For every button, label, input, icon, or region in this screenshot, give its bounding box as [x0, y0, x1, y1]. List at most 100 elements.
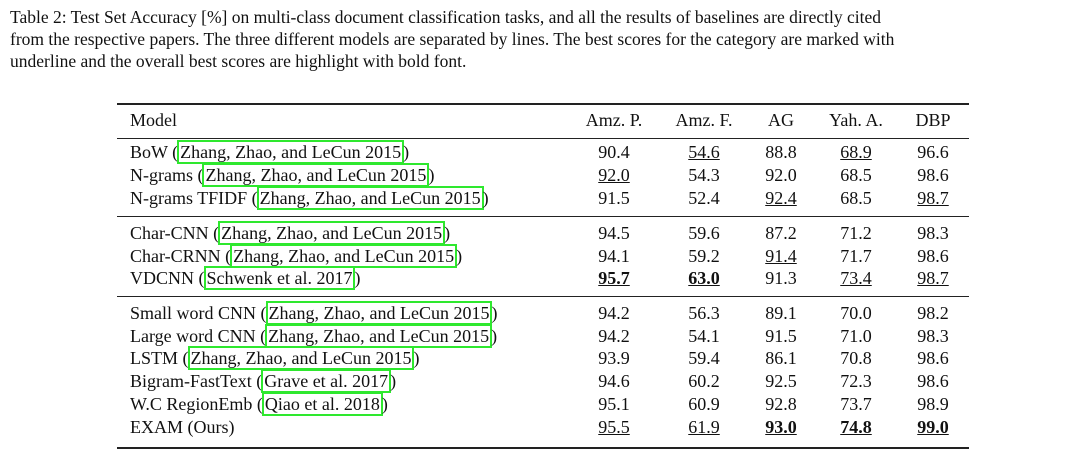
score: 70.8 — [840, 348, 872, 368]
score-cell: 74.8 — [816, 416, 896, 438]
score-cell: 98.6 — [893, 370, 973, 392]
score: 99.0 — [917, 417, 949, 437]
score: 71.7 — [840, 246, 872, 266]
score: 68.9 — [840, 142, 872, 162]
score-cell: 99.0 — [893, 416, 973, 438]
model-name: Small word CNN (Zhang, Zhao, and LeCun 2… — [130, 301, 498, 325]
score-cell: 92.4 — [741, 187, 821, 209]
score-cell: 87.2 — [741, 222, 821, 244]
caption-line: Table 2: Test Set Accuracy [%] on multi-… — [10, 7, 881, 27]
model-suffix: ) — [390, 371, 397, 391]
score-cell: 70.0 — [816, 302, 896, 324]
score-cell: 68.5 — [816, 187, 896, 209]
citation: Zhang, Zhao, and LeCun 2015 — [202, 163, 430, 187]
score: 89.1 — [765, 303, 797, 323]
score-cell: 71.0 — [816, 325, 896, 347]
score-cell: 98.9 — [893, 393, 973, 415]
model-name: Char-CNN (Zhang, Zhao, and LeCun 2015) — [130, 221, 450, 245]
citation: Zhang, Zhao, and LeCun 2015 — [230, 244, 458, 268]
table-rule — [117, 447, 969, 449]
model-name: Bigram-FastText (Grave et al. 2017) — [130, 369, 397, 393]
score-cell: 63.0 — [664, 267, 744, 289]
score: 73.4 — [840, 268, 872, 288]
score-cell: 86.1 — [741, 347, 821, 369]
citation: Zhang, Zhao, and LeCun 2015 — [265, 324, 493, 348]
score: 98.6 — [917, 165, 949, 185]
model-label: N-grams ( — [130, 165, 204, 185]
score: 60.9 — [688, 394, 720, 414]
score: 91.5 — [765, 326, 797, 346]
citation: Zhang, Zhao, and LeCun 2015 — [218, 221, 446, 245]
citation: Qiao et al. 2018 — [261, 392, 383, 416]
score-cell: 98.2 — [893, 302, 973, 324]
score-cell: 94.2 — [574, 302, 654, 324]
model-label: BoW ( — [130, 142, 179, 162]
header-cell: Amz. P. — [585, 110, 643, 130]
score-cell: 94.5 — [574, 222, 654, 244]
score: 70.0 — [840, 303, 872, 323]
model-suffix: ) — [413, 348, 420, 368]
score: 92.4 — [765, 188, 797, 208]
score: 92.8 — [765, 394, 797, 414]
score: 72.3 — [840, 371, 872, 391]
model-name: EXAM (Ours) — [130, 416, 234, 438]
model-label: LSTM ( — [130, 348, 189, 368]
score-cell: 72.3 — [816, 370, 896, 392]
score-cell: 90.4 — [574, 141, 654, 163]
table-rule — [117, 296, 969, 297]
score: 98.6 — [917, 371, 949, 391]
score-cell: 95.5 — [574, 416, 654, 438]
score-cell: 60.2 — [664, 370, 744, 392]
score-cell: 91.3 — [741, 267, 821, 289]
score: 92.5 — [765, 371, 797, 391]
citation: Schwenk et al. 2017 — [203, 266, 356, 290]
score: 91.4 — [765, 246, 797, 266]
model-label: W.C RegionEmb ( — [130, 394, 263, 414]
model-suffix: ) — [403, 142, 410, 162]
score-cell: 68.9 — [816, 141, 896, 163]
header-cell: Yah. A. — [829, 110, 883, 130]
score: 94.5 — [598, 223, 630, 243]
score: 98.6 — [917, 246, 949, 266]
score-cell: 91.4 — [741, 245, 821, 267]
model-suffix: ) — [491, 326, 498, 346]
model-suffix: ) — [456, 246, 463, 266]
score: 59.6 — [688, 223, 720, 243]
model-name: LSTM (Zhang, Zhao, and LeCun 2015) — [130, 346, 420, 370]
citation: Grave et al. 2017 — [261, 369, 392, 393]
score-cell: 59.2 — [664, 245, 744, 267]
score: 94.1 — [598, 246, 630, 266]
model-label: Char-CRNN ( — [130, 246, 232, 266]
model-suffix: ) — [491, 303, 498, 323]
score: 95.7 — [598, 268, 630, 288]
score-cell: 54.6 — [664, 141, 744, 163]
score: 54.6 — [688, 142, 720, 162]
score-cell: 68.5 — [816, 164, 896, 186]
score-cell: 92.0 — [574, 164, 654, 186]
citation: Zhang, Zhao, and LeCun 2015 — [256, 186, 484, 210]
model-suffix: ) — [482, 188, 489, 208]
caption-line: from the respective papers. The three di… — [10, 29, 895, 49]
score: 87.2 — [765, 223, 797, 243]
score-cell: 98.6 — [893, 347, 973, 369]
score: 91.5 — [598, 188, 630, 208]
score: 61.9 — [688, 417, 720, 437]
header-cell: Model — [130, 110, 177, 130]
score: 95.1 — [598, 394, 630, 414]
score-cell: 93.0 — [741, 416, 821, 438]
model-label: Bigram-FastText ( — [130, 371, 263, 391]
score-cell: 95.7 — [574, 267, 654, 289]
score-cell: 94.6 — [574, 370, 654, 392]
score: 71.0 — [840, 326, 872, 346]
score-cell: 89.1 — [741, 302, 821, 324]
score: 59.2 — [688, 246, 720, 266]
score-cell: 93.9 — [574, 347, 654, 369]
header-cell: Amz. F. — [675, 110, 733, 130]
score: 68.5 — [840, 188, 872, 208]
model-name: N-grams TFIDF (Zhang, Zhao, and LeCun 20… — [130, 186, 489, 210]
score-cell: 96.6 — [893, 141, 973, 163]
score: 60.2 — [688, 371, 720, 391]
score: 52.4 — [688, 188, 720, 208]
score: 93.0 — [765, 417, 797, 437]
score: 54.1 — [688, 326, 720, 346]
